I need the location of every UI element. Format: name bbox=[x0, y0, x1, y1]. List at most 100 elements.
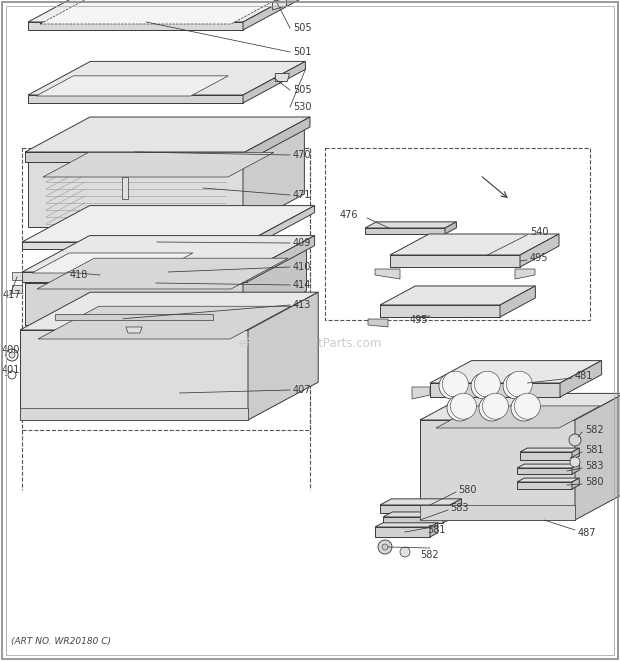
Polygon shape bbox=[272, 0, 286, 10]
Text: 540: 540 bbox=[530, 227, 549, 237]
Polygon shape bbox=[517, 464, 579, 468]
Text: 495: 495 bbox=[530, 253, 549, 263]
Polygon shape bbox=[520, 234, 559, 267]
Circle shape bbox=[9, 352, 15, 358]
Circle shape bbox=[482, 393, 508, 419]
Polygon shape bbox=[572, 464, 579, 474]
Polygon shape bbox=[243, 129, 304, 227]
Polygon shape bbox=[390, 234, 559, 255]
Text: 417: 417 bbox=[3, 290, 22, 300]
Polygon shape bbox=[28, 0, 306, 22]
Circle shape bbox=[443, 371, 468, 397]
Polygon shape bbox=[43, 152, 274, 177]
Polygon shape bbox=[20, 330, 248, 420]
Text: 476: 476 bbox=[340, 210, 358, 220]
Circle shape bbox=[511, 395, 537, 421]
Polygon shape bbox=[383, 512, 453, 517]
Text: 400: 400 bbox=[2, 345, 20, 355]
Text: 583: 583 bbox=[585, 461, 603, 471]
Polygon shape bbox=[28, 61, 306, 95]
Polygon shape bbox=[22, 242, 247, 249]
Text: 407: 407 bbox=[293, 385, 311, 395]
Text: 580: 580 bbox=[458, 485, 477, 495]
Polygon shape bbox=[243, 249, 306, 325]
Polygon shape bbox=[572, 448, 579, 460]
Polygon shape bbox=[517, 468, 572, 474]
Polygon shape bbox=[517, 482, 572, 489]
Text: 418: 418 bbox=[70, 270, 89, 280]
Polygon shape bbox=[572, 478, 579, 489]
Polygon shape bbox=[380, 286, 535, 305]
Circle shape bbox=[569, 434, 581, 446]
Circle shape bbox=[507, 371, 533, 397]
Polygon shape bbox=[20, 292, 318, 330]
Text: 471: 471 bbox=[293, 190, 311, 200]
Polygon shape bbox=[40, 0, 286, 24]
Polygon shape bbox=[245, 117, 310, 162]
Text: 580: 580 bbox=[585, 477, 603, 487]
Polygon shape bbox=[380, 499, 461, 505]
Polygon shape bbox=[243, 0, 306, 30]
Polygon shape bbox=[380, 505, 450, 513]
Polygon shape bbox=[430, 361, 601, 383]
Circle shape bbox=[503, 373, 529, 399]
Circle shape bbox=[378, 540, 392, 554]
Polygon shape bbox=[55, 314, 213, 320]
Text: 413: 413 bbox=[293, 300, 311, 310]
Polygon shape bbox=[375, 527, 430, 537]
Polygon shape bbox=[368, 319, 388, 327]
Text: 487: 487 bbox=[578, 528, 596, 538]
Text: 582: 582 bbox=[420, 550, 438, 560]
Circle shape bbox=[400, 547, 410, 557]
Polygon shape bbox=[28, 162, 243, 227]
Polygon shape bbox=[22, 206, 314, 242]
Polygon shape bbox=[25, 249, 306, 283]
Polygon shape bbox=[243, 61, 306, 103]
Polygon shape bbox=[38, 306, 291, 339]
Circle shape bbox=[474, 371, 500, 397]
Polygon shape bbox=[12, 285, 22, 293]
Circle shape bbox=[450, 393, 476, 419]
Polygon shape bbox=[275, 73, 290, 81]
Polygon shape bbox=[500, 286, 535, 317]
Polygon shape bbox=[436, 406, 600, 428]
Circle shape bbox=[570, 457, 580, 467]
Polygon shape bbox=[25, 152, 245, 162]
Polygon shape bbox=[380, 305, 500, 317]
Polygon shape bbox=[248, 292, 318, 420]
Polygon shape bbox=[28, 95, 243, 103]
Polygon shape bbox=[375, 269, 400, 279]
Polygon shape bbox=[36, 76, 228, 96]
Polygon shape bbox=[126, 327, 142, 333]
Polygon shape bbox=[420, 420, 575, 520]
Circle shape bbox=[439, 373, 465, 399]
Polygon shape bbox=[560, 361, 601, 397]
Text: 530: 530 bbox=[293, 102, 311, 112]
Text: (ART NO. WR20180 C): (ART NO. WR20180 C) bbox=[11, 637, 111, 646]
Polygon shape bbox=[25, 283, 243, 325]
Text: 409: 409 bbox=[293, 238, 311, 248]
Circle shape bbox=[515, 393, 541, 419]
Polygon shape bbox=[430, 523, 438, 537]
Text: 410: 410 bbox=[293, 262, 311, 272]
Polygon shape bbox=[450, 499, 461, 513]
Polygon shape bbox=[517, 478, 579, 482]
Text: 495: 495 bbox=[410, 315, 428, 325]
Polygon shape bbox=[575, 393, 620, 520]
Polygon shape bbox=[365, 228, 445, 234]
Polygon shape bbox=[515, 269, 535, 279]
Text: 470: 470 bbox=[293, 150, 311, 160]
Polygon shape bbox=[12, 272, 22, 280]
Polygon shape bbox=[443, 512, 453, 523]
Polygon shape bbox=[22, 235, 314, 272]
Polygon shape bbox=[383, 517, 443, 523]
Text: 582: 582 bbox=[585, 425, 604, 435]
Polygon shape bbox=[37, 258, 288, 289]
Circle shape bbox=[479, 395, 505, 421]
Polygon shape bbox=[365, 222, 456, 228]
Text: eReplacementParts.com: eReplacementParts.com bbox=[238, 337, 382, 350]
Text: 581: 581 bbox=[427, 525, 446, 535]
Polygon shape bbox=[122, 177, 128, 199]
Text: 481: 481 bbox=[575, 371, 593, 381]
Polygon shape bbox=[28, 129, 304, 162]
